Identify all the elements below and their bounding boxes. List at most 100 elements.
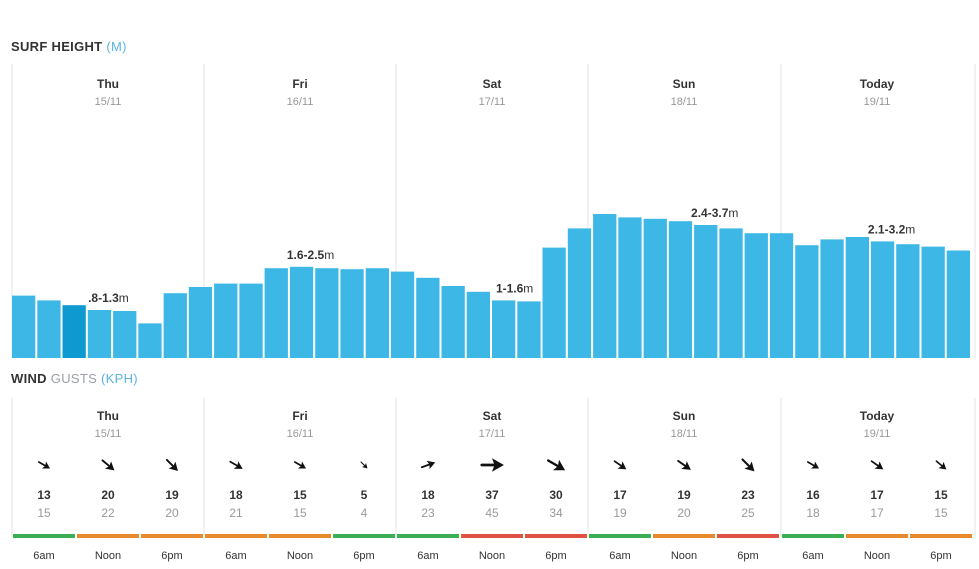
wind-arrow-icon bbox=[480, 458, 504, 472]
surf-date-label: 19/11 bbox=[864, 96, 891, 108]
wind-time-label: 6am bbox=[802, 550, 823, 562]
wind-arrow-icon bbox=[165, 458, 178, 471]
wind-speed-value: 20 bbox=[101, 488, 115, 502]
wind-arrow-shaft bbox=[807, 461, 817, 468]
surf-bar bbox=[795, 245, 819, 358]
wind-gust-value: 25 bbox=[741, 506, 755, 520]
wind-arrow-head bbox=[874, 461, 884, 470]
surf-bar bbox=[618, 217, 642, 358]
wind-gust-value: 15 bbox=[934, 506, 948, 520]
surf-day-label: Today bbox=[860, 77, 895, 91]
wind-day-label: Sat bbox=[483, 409, 502, 423]
surf-bar bbox=[12, 295, 36, 358]
wind-level-bar bbox=[589, 534, 651, 538]
wind-arrow-icon bbox=[294, 461, 307, 469]
wind-speed-value: 17 bbox=[613, 488, 627, 502]
wind-gust-value: 19 bbox=[613, 506, 627, 520]
wind-arrow-icon bbox=[360, 461, 368, 469]
wind-level-bar bbox=[461, 534, 523, 538]
wind-speed-value: 37 bbox=[485, 488, 499, 502]
wind-gust-value: 4 bbox=[361, 506, 368, 520]
surf-day-label: Sun bbox=[673, 77, 696, 91]
wind-arrow-icon bbox=[870, 460, 884, 470]
surf-bar bbox=[390, 271, 415, 358]
wind-arrow-head bbox=[553, 459, 566, 471]
wind-level-bar bbox=[782, 534, 844, 538]
surf-height-chart: Thu 15/11 .8-1.3m Fri 16/11 1.6-2.5m Sat 17/11 1… bbox=[11, 64, 976, 358]
wind-gust-value: 15 bbox=[37, 506, 51, 520]
wind-arrow-icon bbox=[547, 459, 566, 471]
wind-date-label: 18/11 bbox=[671, 428, 698, 440]
wind-arrow-icon bbox=[38, 461, 51, 469]
surf-day-label: Sat bbox=[483, 77, 502, 91]
wind-day-label: Fri bbox=[292, 409, 307, 423]
wind-arrow-icon bbox=[613, 460, 627, 470]
surf-range-label: 2.4-3.7m bbox=[691, 206, 738, 220]
surf-bar bbox=[492, 300, 516, 358]
wind-level-bar bbox=[269, 534, 331, 538]
wind-gust-value: 17 bbox=[870, 506, 884, 520]
surf-bar bbox=[542, 247, 566, 358]
surf-bar bbox=[820, 239, 844, 358]
surf-bar bbox=[416, 277, 440, 358]
surf-date-label: 16/11 bbox=[287, 96, 314, 108]
wind-arrow-icon bbox=[741, 458, 755, 472]
wind-day-label: Sun bbox=[673, 409, 696, 423]
wind-level-bar bbox=[397, 534, 459, 538]
wind-arrow-head bbox=[811, 461, 820, 469]
surf-bar bbox=[214, 283, 238, 358]
wind-arrow-head bbox=[362, 463, 368, 469]
surf-bar bbox=[87, 310, 112, 358]
surf-bar bbox=[365, 268, 389, 358]
surf-bar bbox=[694, 225, 718, 358]
surf-title-text: SURF HEIGHT bbox=[11, 39, 103, 54]
surf-bar bbox=[921, 246, 945, 358]
wind-speed-value: 18 bbox=[421, 488, 435, 502]
wind-arrow-head bbox=[233, 461, 243, 469]
wind-gust-value: 21 bbox=[229, 506, 243, 520]
wind-time-label: 6am bbox=[225, 550, 246, 562]
wind-gust-value: 22 bbox=[101, 506, 115, 520]
surf-bar bbox=[769, 233, 794, 358]
surf-bar bbox=[668, 221, 693, 358]
wind-time-label: Noon bbox=[671, 550, 697, 562]
wind-level-bar bbox=[846, 534, 908, 538]
wind-arrow-icon bbox=[420, 460, 436, 470]
wind-speed-value: 19 bbox=[165, 488, 179, 502]
wind-level-bar bbox=[13, 534, 75, 538]
surf-bar bbox=[719, 228, 743, 358]
surf-bar bbox=[466, 291, 490, 358]
surf-bar bbox=[239, 283, 263, 358]
surf-bar bbox=[289, 266, 314, 358]
wind-arrow-head bbox=[681, 461, 691, 470]
surf-height-title: SURF HEIGHT (M) bbox=[11, 39, 127, 54]
wind-speed-value: 17 bbox=[870, 488, 884, 502]
surf-bar bbox=[870, 241, 895, 358]
wind-title-gusts: GUSTS bbox=[50, 371, 98, 386]
surf-range-label: 1-1.6m bbox=[496, 281, 533, 295]
surf-bar bbox=[441, 286, 465, 358]
wind-day-label: Today bbox=[860, 409, 895, 423]
wind-time-label: 6am bbox=[609, 550, 630, 562]
wind-time-label: Noon bbox=[864, 550, 890, 562]
wind-time-label: 6am bbox=[417, 550, 438, 562]
wind-level-bar bbox=[333, 534, 395, 538]
wind-speed-value: 19 bbox=[677, 488, 691, 502]
wind-speed-value: 16 bbox=[806, 488, 820, 502]
wind-speed-value: 15 bbox=[934, 488, 948, 502]
surf-bar bbox=[845, 237, 869, 358]
wind-gust-value: 20 bbox=[165, 506, 179, 520]
surf-bar bbox=[340, 269, 364, 358]
surf-date-label: 18/11 bbox=[671, 96, 698, 108]
wind-gust-value: 20 bbox=[677, 506, 691, 520]
wind-arrow-head bbox=[617, 461, 627, 470]
wind-arrow-head bbox=[104, 461, 115, 471]
wind-arrow-icon bbox=[677, 459, 691, 470]
wind-speed-value: 13 bbox=[37, 488, 51, 502]
surf-bar bbox=[593, 214, 617, 358]
wind-speed-value: 15 bbox=[293, 488, 307, 502]
surf-day-label: Thu bbox=[97, 77, 119, 91]
wind-arrow-head bbox=[168, 461, 178, 471]
wind-arrow-head bbox=[492, 458, 504, 472]
wind-arrow-shaft bbox=[38, 461, 48, 468]
